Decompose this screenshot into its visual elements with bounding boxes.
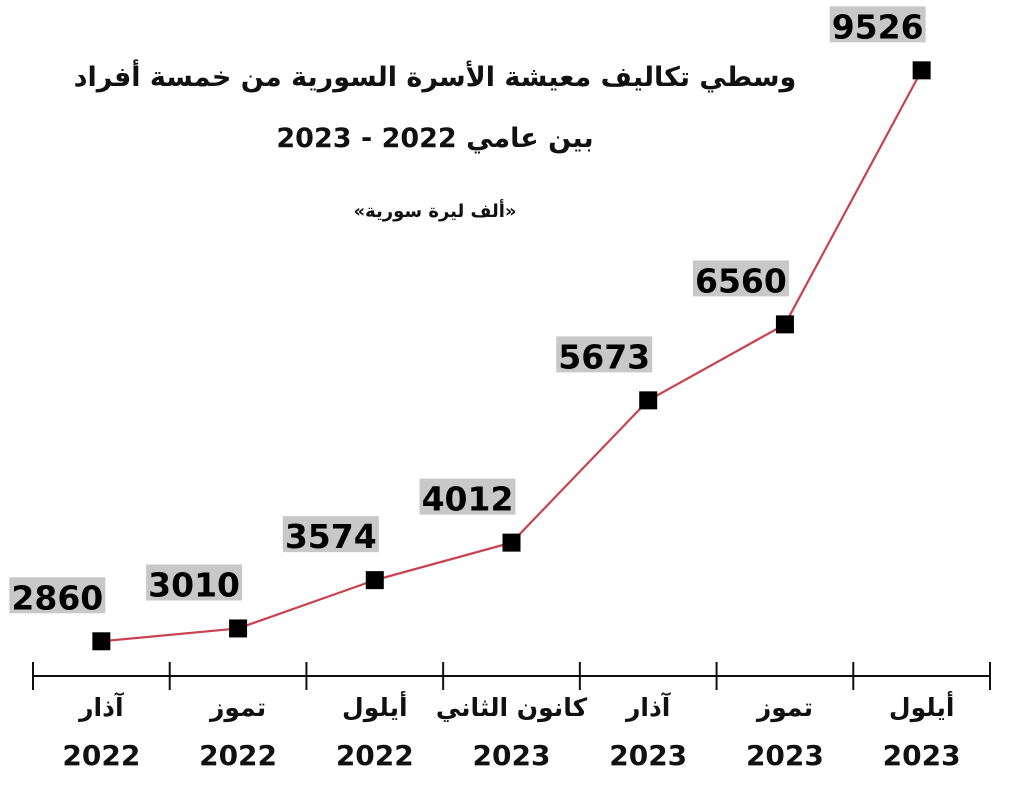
x-tick-year: 2023 bbox=[473, 739, 551, 772]
x-tick-year: 2023 bbox=[609, 739, 687, 772]
data-label-background bbox=[282, 516, 379, 553]
data-label-background bbox=[829, 6, 926, 43]
data-point-marker bbox=[365, 571, 384, 590]
data-label-background bbox=[419, 478, 516, 515]
data-label: 5673 bbox=[558, 337, 650, 376]
data-label: 6560 bbox=[695, 261, 787, 300]
data-point-marker bbox=[92, 632, 111, 651]
x-tick-month: أيلول bbox=[342, 691, 408, 723]
data-label-group: 4012 bbox=[419, 478, 516, 519]
data-point-marker bbox=[502, 533, 521, 552]
chart-title: وسطي تكاليف معيشة الأسرة السورية من خمسة… bbox=[74, 59, 797, 93]
x-tick-labels-group: آذار 2022 تموز 2022 أيلول 2022 كانون الثاني 202… bbox=[62, 691, 960, 772]
x-tick-month: تموز bbox=[755, 693, 813, 723]
chart-unit-label: «ألف ليرة سورية» bbox=[353, 199, 516, 222]
markers-group bbox=[92, 61, 931, 651]
x-tick-year: 2022 bbox=[62, 739, 140, 772]
x-tick-month: آذار bbox=[624, 692, 672, 722]
data-label: 3010 bbox=[148, 565, 240, 604]
data-point-marker bbox=[639, 391, 658, 410]
x-tick-month: تموز bbox=[208, 693, 266, 723]
data-label: 9526 bbox=[832, 7, 924, 46]
data-label: 3574 bbox=[285, 517, 377, 556]
data-label-group: 3010 bbox=[146, 564, 243, 604]
data-label-group: 5673 bbox=[556, 336, 653, 376]
data-label: 4012 bbox=[422, 480, 514, 519]
x-tick-month: أيلول bbox=[889, 691, 955, 723]
data-point-marker bbox=[775, 315, 794, 334]
data-label: 2860 bbox=[11, 578, 103, 617]
data-label-group: 2860 bbox=[9, 577, 106, 617]
data-point-marker bbox=[912, 61, 931, 80]
chart-subtitle: بين عامي 2022 - 2023 bbox=[276, 123, 593, 154]
x-tick-year: 2023 bbox=[746, 739, 824, 772]
series-line bbox=[101, 69, 923, 643]
data-point-marker bbox=[229, 619, 248, 638]
series-line-group bbox=[101, 69, 923, 643]
x-tick-month: كانون الثاني bbox=[436, 693, 588, 723]
data-label-group: 9526 bbox=[829, 6, 926, 46]
x-axis bbox=[32, 662, 991, 690]
data-label-group: 3574 bbox=[282, 516, 379, 556]
x-tick-year: 2023 bbox=[883, 739, 961, 772]
x-tick-month: آذار bbox=[77, 692, 125, 722]
data-label-background bbox=[692, 260, 789, 297]
x-tick-year: 2022 bbox=[336, 739, 414, 772]
data-label-group: 6560 bbox=[692, 260, 789, 300]
x-tick-year: 2022 bbox=[199, 739, 277, 772]
data-label-background bbox=[146, 564, 243, 601]
data-label-background bbox=[556, 336, 653, 373]
data-label-background bbox=[9, 577, 106, 614]
data-labels-group: 2860 3010 3574 4012 5673 6560 9526 bbox=[9, 6, 926, 617]
